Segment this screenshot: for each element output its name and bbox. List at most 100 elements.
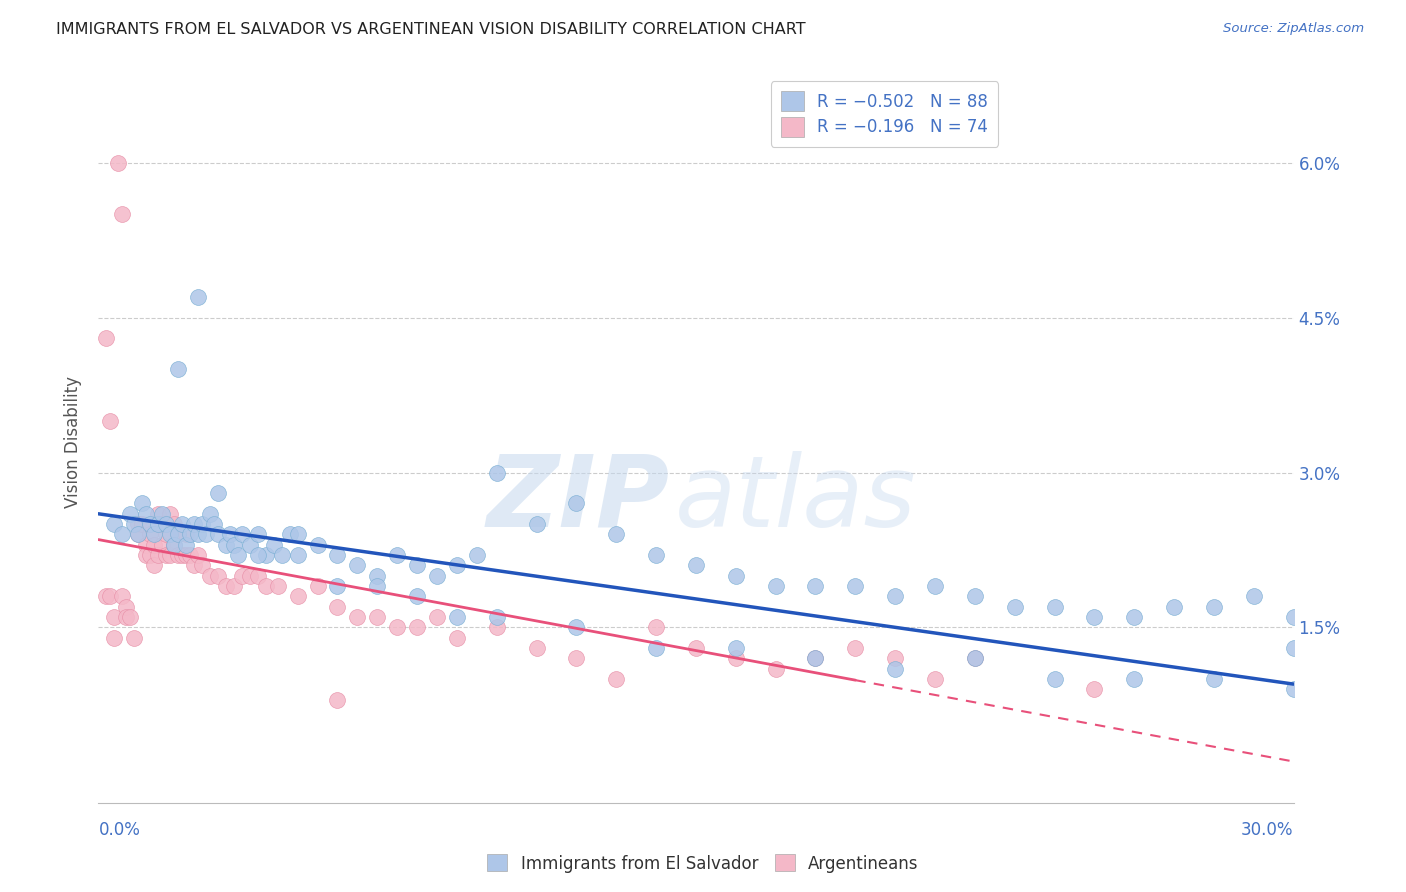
Point	[366, 568, 388, 582]
Point	[155, 527, 177, 541]
Point	[246, 548, 269, 562]
Point	[163, 538, 186, 552]
Text: Source: ZipAtlas.com: Source: ZipAtlas.com	[1223, 22, 1364, 36]
Point	[844, 640, 866, 655]
Point	[385, 620, 409, 634]
Point	[124, 517, 146, 532]
Point	[366, 610, 388, 624]
Point	[195, 527, 218, 541]
Point	[150, 507, 173, 521]
Text: IMMIGRANTS FROM EL SALVADOR VS ARGENTINEAN VISION DISABILITY CORRELATION CHART: IMMIGRANTS FROM EL SALVADOR VS ARGENTINE…	[56, 22, 806, 37]
Text: 0.0%: 0.0%	[98, 821, 141, 838]
Point	[724, 651, 747, 665]
Point	[287, 548, 309, 562]
Point	[179, 527, 201, 541]
Point	[120, 610, 142, 624]
Point	[426, 568, 449, 582]
Point	[187, 290, 209, 304]
Point	[1243, 590, 1265, 604]
Point	[605, 672, 627, 686]
Point	[446, 631, 468, 645]
Point	[131, 517, 153, 532]
Legend: R = −0.502   N = 88, R = −0.196   N = 74: R = −0.502 N = 88, R = −0.196 N = 74	[770, 81, 998, 146]
Point	[115, 599, 138, 614]
Point	[645, 548, 668, 562]
Point	[111, 527, 134, 541]
Point	[231, 568, 253, 582]
Point	[924, 579, 946, 593]
Point	[96, 590, 118, 604]
Point	[150, 517, 173, 532]
Point	[103, 631, 125, 645]
Point	[207, 527, 229, 541]
Point	[222, 579, 245, 593]
Point	[103, 517, 125, 532]
Point	[183, 558, 205, 573]
Point	[191, 558, 214, 573]
Point	[124, 631, 146, 645]
Point	[1282, 682, 1305, 697]
Point	[326, 579, 349, 593]
Point	[485, 610, 508, 624]
Point	[172, 548, 194, 562]
Point	[765, 579, 787, 593]
Point	[804, 579, 827, 593]
Point	[406, 558, 429, 573]
Point	[278, 527, 301, 541]
Point	[254, 579, 277, 593]
Point	[246, 527, 269, 541]
Point	[1004, 599, 1026, 614]
Point	[219, 527, 242, 541]
Legend: Immigrants from El Salvador, Argentineans: Immigrants from El Salvador, Argentinean…	[481, 847, 925, 880]
Point	[307, 538, 329, 552]
Point	[526, 517, 548, 532]
Point	[111, 590, 134, 604]
Point	[167, 548, 190, 562]
Point	[1202, 599, 1225, 614]
Point	[198, 568, 221, 582]
Point	[135, 548, 157, 562]
Point	[884, 651, 907, 665]
Point	[1043, 672, 1066, 686]
Point	[366, 579, 388, 593]
Point	[198, 507, 221, 521]
Point	[724, 640, 747, 655]
Point	[127, 527, 149, 541]
Point	[191, 517, 214, 532]
Point	[326, 692, 349, 706]
Point	[107, 156, 129, 170]
Point	[884, 662, 907, 676]
Point	[346, 610, 368, 624]
Point	[159, 548, 181, 562]
Point	[263, 538, 285, 552]
Point	[131, 496, 153, 510]
Text: ZIP: ZIP	[486, 450, 669, 548]
Point	[207, 568, 229, 582]
Point	[1043, 599, 1066, 614]
Point	[111, 207, 134, 221]
Point	[307, 579, 329, 593]
Point	[163, 538, 186, 552]
Point	[346, 558, 368, 573]
Point	[963, 651, 986, 665]
Point	[139, 517, 162, 532]
Point	[1163, 599, 1185, 614]
Point	[1123, 672, 1146, 686]
Point	[174, 527, 197, 541]
Text: atlas: atlas	[675, 450, 917, 548]
Point	[1083, 610, 1105, 624]
Point	[127, 527, 149, 541]
Point	[135, 507, 157, 521]
Point	[143, 558, 166, 573]
Point	[98, 414, 122, 428]
Point	[1083, 682, 1105, 697]
Point	[565, 651, 588, 665]
Point	[183, 517, 205, 532]
Point	[148, 548, 170, 562]
Point	[172, 517, 194, 532]
Point	[143, 538, 166, 552]
Point	[406, 590, 429, 604]
Point	[385, 548, 409, 562]
Point	[485, 466, 508, 480]
Point	[267, 579, 290, 593]
